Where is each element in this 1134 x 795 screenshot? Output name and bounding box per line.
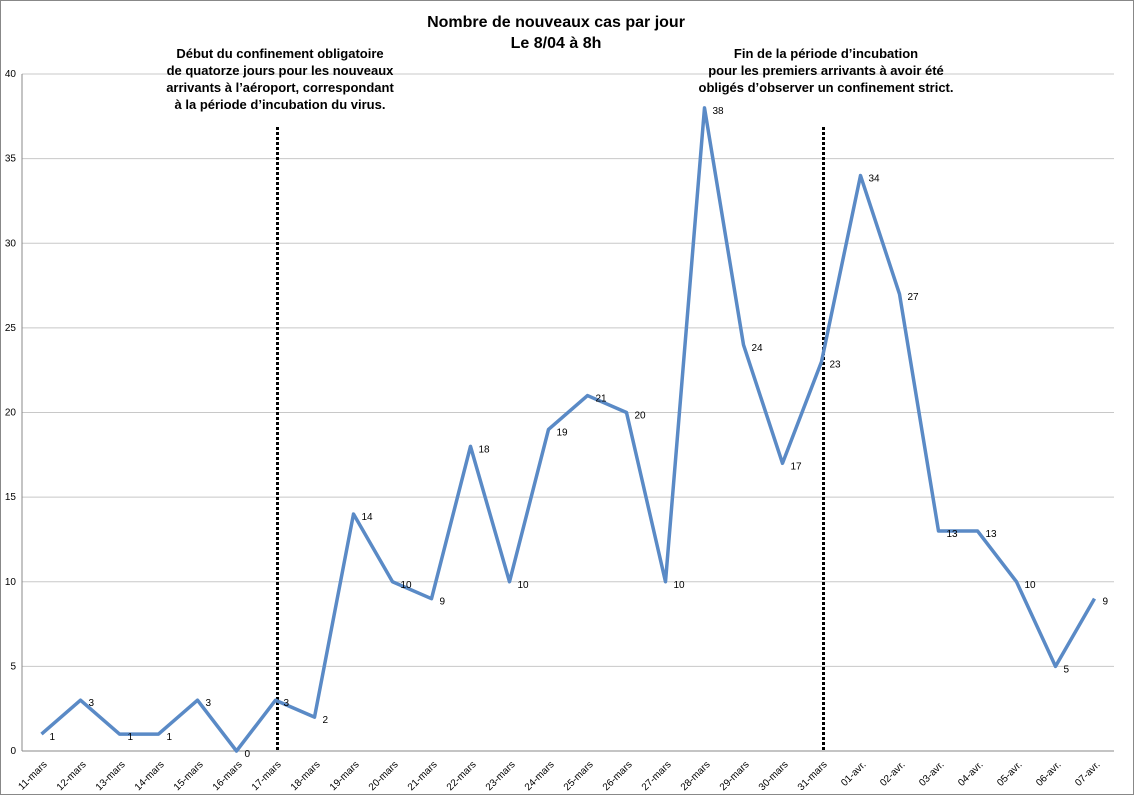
data-label: 1 — [50, 732, 56, 743]
y-tick-label: 20 — [5, 408, 17, 419]
data-label: 2 — [323, 715, 329, 726]
y-tick-label: 40 — [5, 69, 17, 80]
annotation-text: pour les premiers arrivants à avoir été — [708, 63, 944, 78]
data-label: 1 — [128, 732, 134, 743]
annotation-text: de quatorze jours pour les nouveaux — [167, 63, 395, 78]
data-label: 3 — [89, 698, 95, 709]
data-label: 3 — [284, 698, 290, 709]
data-label: 19 — [557, 427, 569, 438]
data-label: 9 — [1103, 597, 1109, 608]
data-line — [40, 106, 1097, 753]
data-label: 14 — [362, 512, 374, 523]
y-tick-label: 35 — [5, 154, 17, 165]
y-tick-label: 5 — [10, 661, 16, 672]
data-label: 13 — [947, 529, 959, 540]
y-tick-label: 10 — [5, 577, 17, 588]
annotation-text: arrivants à l’aéroport, correspondant — [166, 80, 394, 95]
data-label: 23 — [830, 360, 842, 371]
chart-title: Nombre de nouveaux cas par jour — [427, 14, 685, 31]
annotation-text: obligés d’observer un confinement strict… — [699, 80, 954, 95]
data-label: 0 — [245, 749, 251, 760]
annotation-text: Fin de la période d’incubation — [734, 46, 918, 61]
y-tick-label: 15 — [5, 492, 17, 503]
data-label: 38 — [713, 106, 725, 117]
y-tick-label: 30 — [5, 238, 17, 249]
data-label: 34 — [869, 174, 881, 185]
annotation-text: à la période d’incubation du virus. — [175, 97, 386, 112]
data-label: 17 — [791, 461, 803, 472]
y-tick-label: 25 — [5, 323, 17, 334]
data-label: 24 — [752, 343, 764, 354]
data-label: 27 — [908, 292, 920, 303]
data-label: 10 — [674, 580, 686, 591]
annotation-text: Début du confinement obligatoire — [176, 46, 383, 61]
data-label: 9 — [440, 597, 446, 608]
data-label: 13 — [986, 529, 998, 540]
y-tick-label: 0 — [10, 746, 16, 757]
data-label: 21 — [596, 394, 608, 405]
data-label: 1 — [167, 732, 173, 743]
data-label: 18 — [479, 444, 491, 455]
chart-subtitle: Le 8/04 à 8h — [511, 35, 602, 52]
data-label: 3 — [206, 698, 212, 709]
data-label: 10 — [518, 580, 530, 591]
data-label: 10 — [401, 580, 413, 591]
data-label: 10 — [1025, 580, 1037, 591]
data-label: 20 — [635, 411, 647, 422]
data-label: 5 — [1064, 664, 1070, 675]
